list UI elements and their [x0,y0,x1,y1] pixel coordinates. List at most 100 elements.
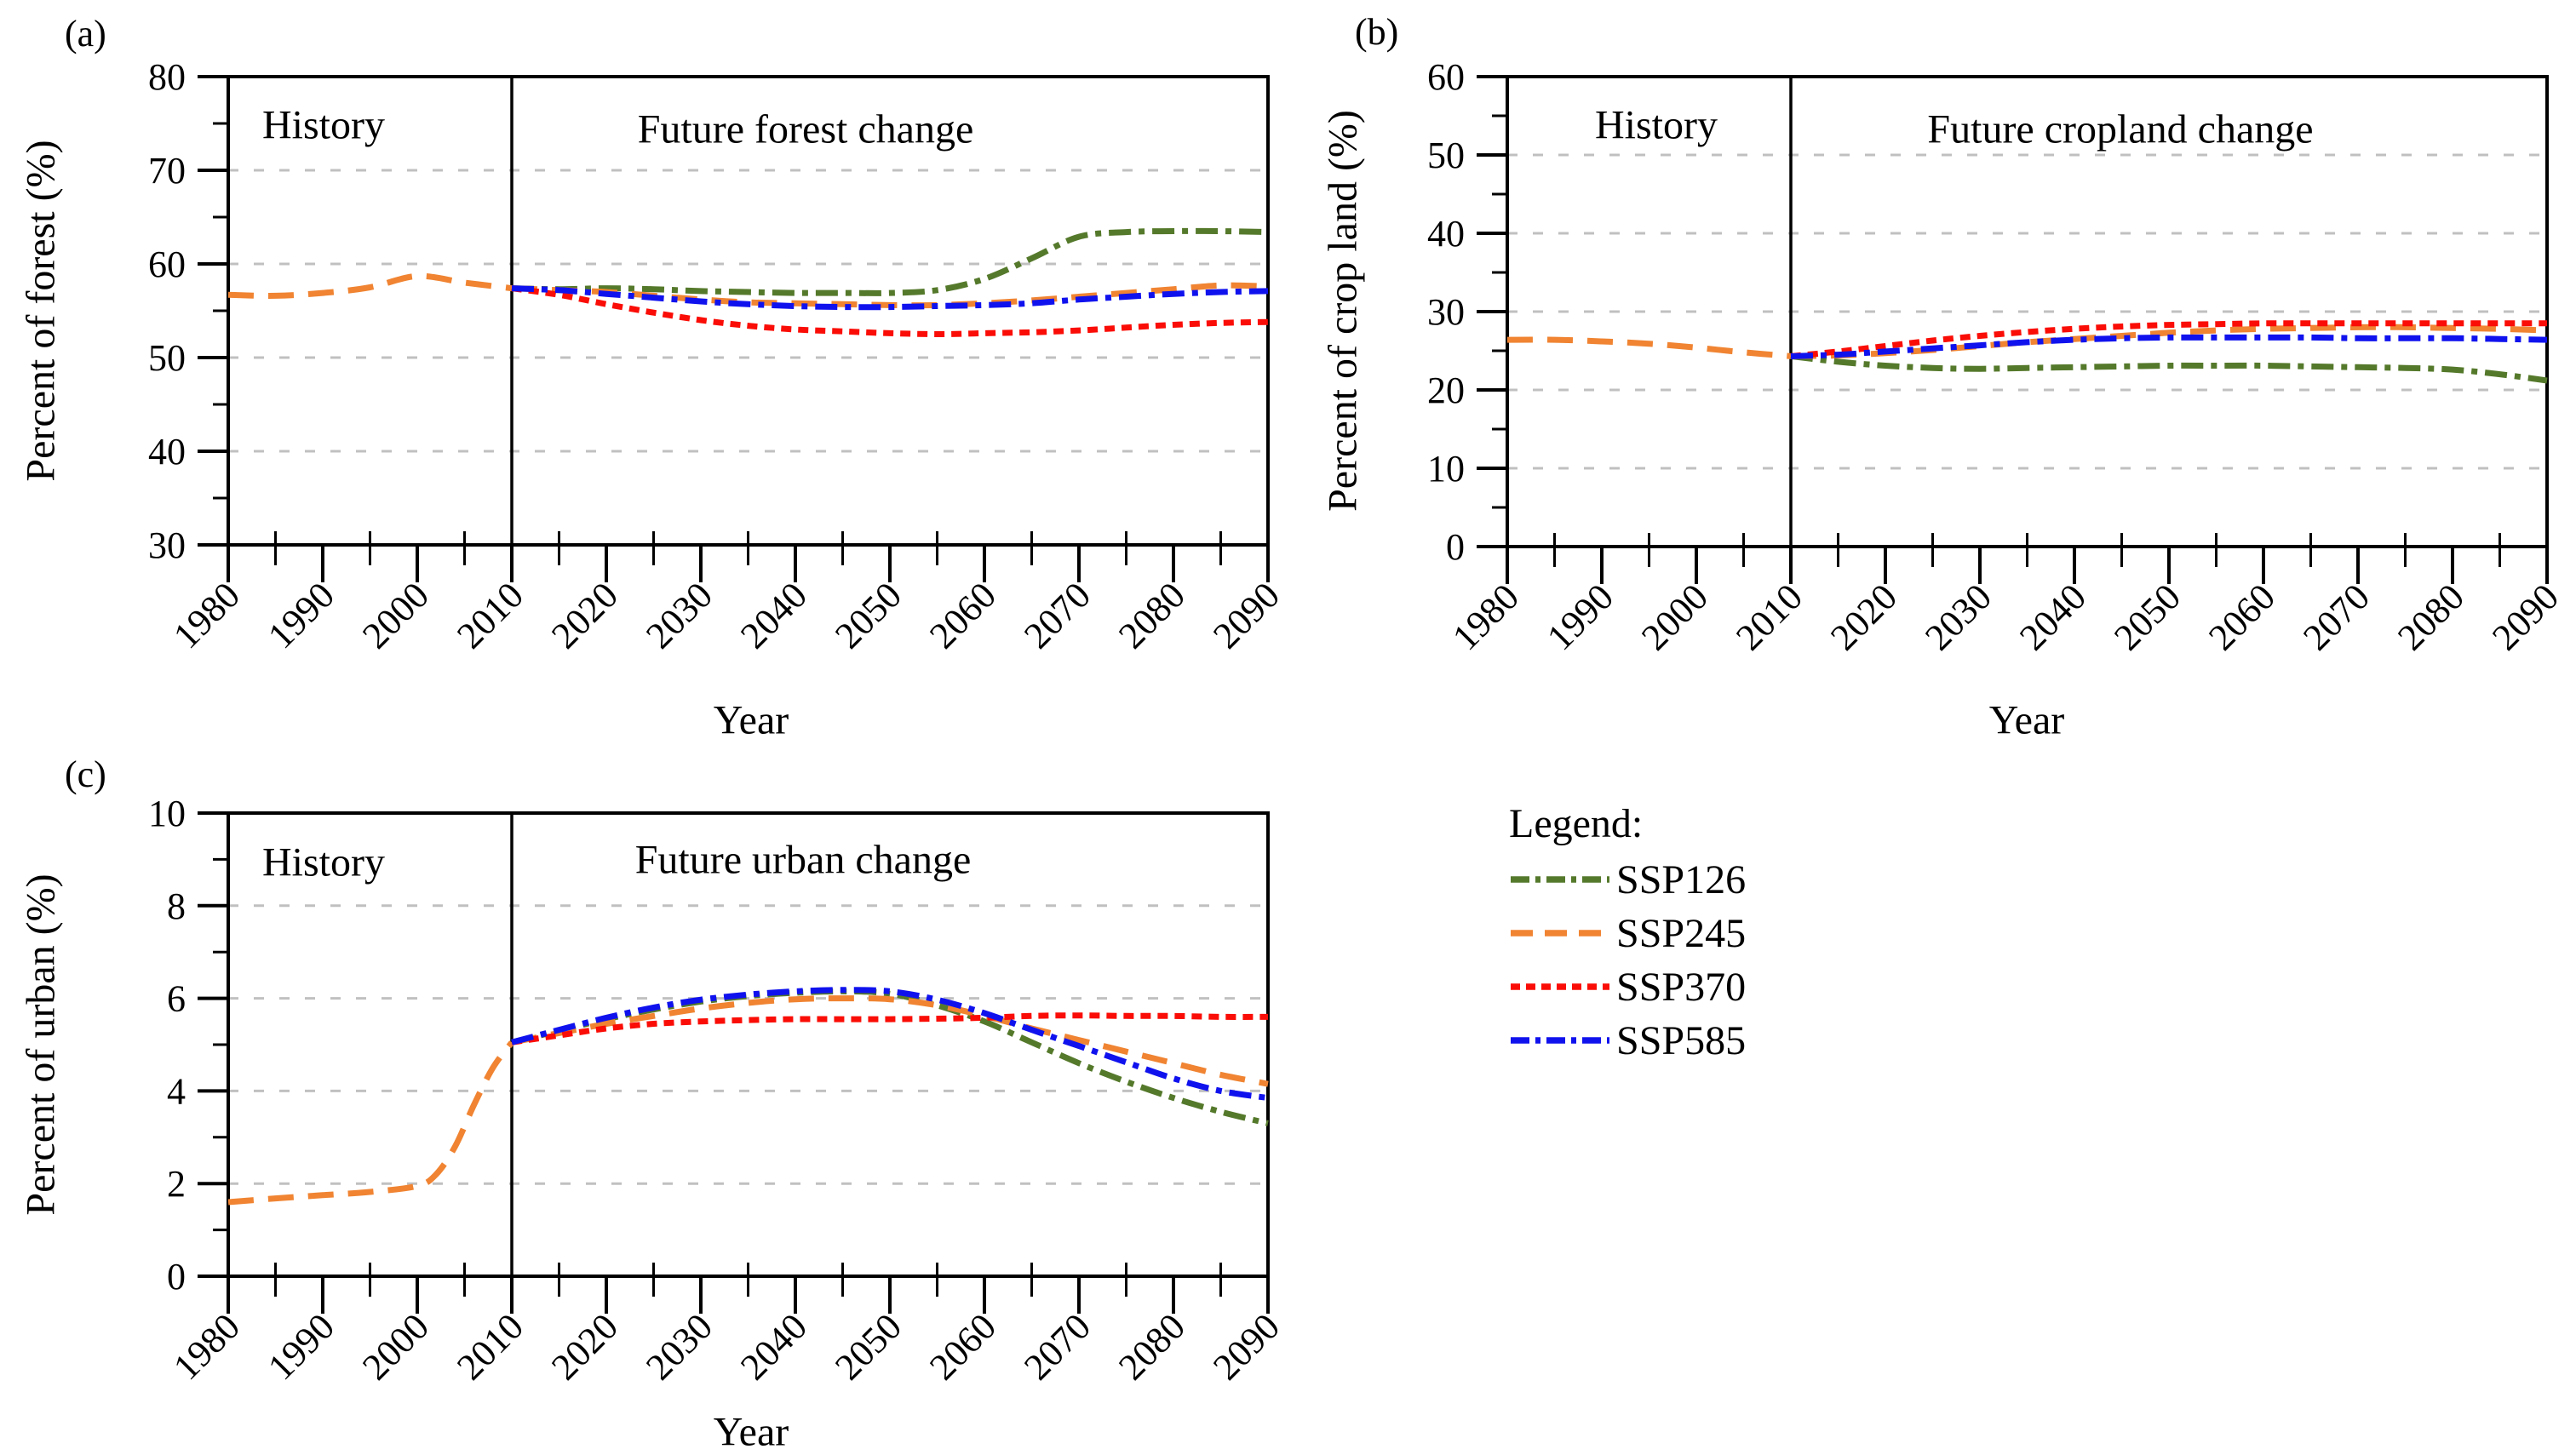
series-line-history [227,1040,514,1206]
plot-frame [227,811,1270,1278]
y-axis-title-cropland: Percent of crop land (%) [1320,110,1366,512]
x-tick-label: 2080 [1110,574,1193,656]
legend-item-ssp370: SSP370 [1509,965,1746,1010]
x-axis-title-a: Year [713,697,789,743]
legend-line-sample-ssp245 [1511,930,1609,937]
x-tick-label: 2010 [449,574,531,656]
legend-line-sample-ssp585 [1511,1037,1609,1044]
legend-item-ssp126: SSP126 [1509,856,1747,902]
series-line-ssp370 [511,1012,1269,1045]
x-tick-label: 2030 [1917,576,1999,658]
y-tick-label: 60 [1427,56,1465,98]
y-axis-title-urban: Percent of urban (%) [18,874,64,1216]
x-tick-label: 2020 [543,574,626,656]
future-label-c: Future urban change [634,837,972,883]
x-tick-label: 2050 [827,574,909,656]
y-tick-label: 50 [148,337,186,379]
legend-line-sample-ssp370 [1511,983,1609,990]
legend-label-ssp370: SSP370 [1616,964,1747,1010]
x-tick-label: 2070 [1016,574,1099,656]
x-tick-label: 1990 [260,574,342,656]
x-tick-label: 2060 [921,574,1004,656]
y-tick-label: 30 [1427,291,1465,333]
x-tick-label: 1980 [1444,576,1527,658]
x-tick-label: 2080 [1110,1305,1193,1388]
y-tick-label: 8 [167,885,186,927]
series-line-ssp370 [511,285,1269,337]
x-tick-label: 2060 [2200,576,2283,658]
y-tick-label: 2 [167,1163,186,1205]
y-axis-title-forest: Percent of forest (%) [18,140,64,482]
x-axis-title-c: Year [713,1409,789,1455]
future-label-b: Future cropland change [1927,106,2314,152]
legend-label-ssp126: SSP126 [1616,856,1747,902]
legend-label-ssp585: SSP585 [1616,1017,1747,1063]
legend-title: Legend: [1509,801,1644,846]
x-tick-label: 1990 [260,1305,342,1388]
x-tick-label: 2040 [732,574,815,656]
x-tick-label: 2080 [2390,576,2472,658]
legend: Legend: SSP126 SSP245 SSP370 SSP585 [1509,800,1746,1074]
x-tick-label: 1980 [165,1305,248,1388]
y-tick-label: 0 [167,1256,186,1297]
x-tick-label: 1980 [165,574,248,656]
legend-item-ssp585: SSP585 [1509,1017,1747,1063]
x-tick-label: 2030 [638,574,720,656]
panel-label-a: (a) [65,13,106,54]
x-tick-label: 2000 [354,1305,437,1388]
legend-label-ssp245: SSP245 [1616,910,1747,956]
y-tick-label: 30 [148,524,186,566]
future-label-a: Future forest change [637,106,974,152]
plot-frame [1506,75,2549,548]
y-tick-label: 50 [1427,135,1465,176]
y-tick-label: 40 [1427,213,1465,255]
x-tick-label: 2010 [449,1305,531,1388]
x-tick-label: 2050 [827,1305,909,1388]
series-line-ssp126 [511,227,1269,296]
x-tick-label: 1990 [1539,576,1621,658]
history-label-b: History [1595,102,1718,148]
series-line-ssp585 [511,987,1269,1102]
x-tick-label: 2040 [2011,576,2094,658]
y-tick-label: 70 [148,150,186,192]
y-tick-label: 10 [1427,448,1465,490]
x-tick-label: 2000 [354,574,437,656]
x-tick-label: 2050 [2106,576,2189,658]
y-tick-label: 60 [148,243,186,285]
x-tick-label: 2030 [638,1305,720,1388]
x-tick-label: 2090 [1205,1305,1288,1388]
y-tick-label: 40 [148,431,186,473]
plot-frame [227,75,1270,547]
history-label-a: History [262,102,385,148]
x-tick-label: 2070 [1016,1305,1099,1388]
x-tick-label: 2060 [921,1305,1004,1388]
y-tick-label: 6 [167,978,186,1020]
x-tick-label: 2010 [1728,576,1810,658]
series-line-history [1506,336,1792,359]
y-tick-label: 0 [1446,526,1465,568]
x-tick-label: 2020 [543,1305,626,1388]
x-axis-title-b: Year [1988,697,2065,743]
x-tick-label: 2090 [1205,574,1288,656]
y-tick-label: 10 [148,793,186,834]
series-line-ssp585 [511,285,1269,311]
y-tick-label: 20 [1427,369,1465,411]
series-line-ssp126 [1790,352,2548,384]
y-tick-label: 80 [148,56,186,98]
series-line-ssp585 [1790,334,2548,359]
history-label-c: History [262,839,385,885]
series-line-history [227,272,513,299]
series-line-ssp245 [511,995,1269,1087]
y-tick-label: 4 [167,1070,186,1112]
series-line-ssp370 [1790,320,2547,359]
x-tick-label: 2020 [1822,576,1905,658]
x-tick-label: 2090 [2484,576,2567,658]
legend-item-ssp245: SSP245 [1509,910,1747,956]
legend-line-sample-ssp126 [1511,876,1609,883]
x-tick-label: 2070 [2295,576,2378,658]
panel-label-b: (b) [1355,11,1399,53]
x-tick-label: 2040 [732,1305,815,1388]
series-line-ssp245 [1790,324,2548,359]
